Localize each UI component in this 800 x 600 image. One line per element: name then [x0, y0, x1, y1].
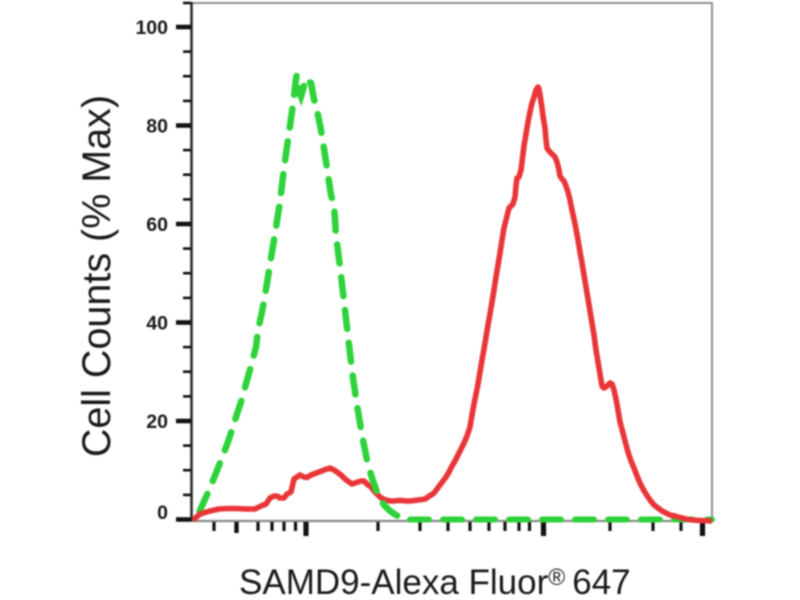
svg-text:0: 0 — [157, 502, 168, 524]
svg-text:60: 60 — [146, 214, 168, 236]
svg-text:20: 20 — [146, 411, 168, 433]
svg-text:SAMD9-Alexa Fluor® 647: SAMD9-Alexa Fluor® 647 — [239, 563, 631, 600]
svg-text:40: 40 — [146, 313, 168, 335]
svg-text:100: 100 — [135, 17, 168, 39]
svg-text:80: 80 — [146, 116, 168, 138]
svg-text:Cell Counts (% Max): Cell Counts (% Max) — [75, 95, 119, 457]
